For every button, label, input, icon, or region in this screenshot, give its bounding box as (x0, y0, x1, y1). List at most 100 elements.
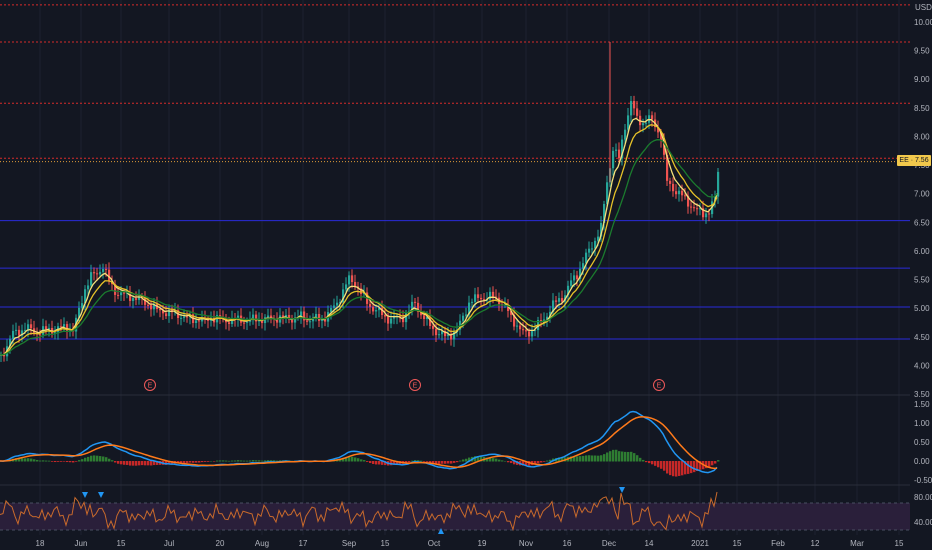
candle-body (354, 282, 357, 287)
rsi-pane (0, 487, 910, 534)
macd-histogram-bar (183, 461, 186, 464)
time-tick: 12 (811, 539, 820, 548)
candle-body (237, 315, 240, 320)
candle-body (531, 331, 534, 337)
candle-body (378, 307, 381, 311)
macd-histogram-bar (417, 460, 420, 462)
macd-histogram-bar (66, 461, 69, 463)
candle-body (348, 275, 351, 285)
candle-body (627, 115, 630, 130)
macd-histogram-bar (660, 461, 663, 469)
candle-body (633, 101, 636, 109)
macd-histogram-bar (441, 461, 444, 464)
macd-histogram-bar (339, 458, 342, 462)
macd-histogram-bar (447, 461, 450, 464)
macd-histogram-bar (453, 461, 456, 463)
price-axis[interactable]: 10.009.509.008.508.007.507.006.506.005.5… (914, 18, 932, 527)
macd-histogram-bar (579, 456, 582, 462)
earnings-marker[interactable] (409, 379, 421, 391)
macd-histogram-bar (132, 461, 135, 466)
candle-body (96, 273, 99, 275)
candle-body (81, 303, 84, 308)
macd-histogram-bar (144, 461, 147, 466)
time-tick: 17 (299, 539, 308, 548)
macd-histogram-bar (129, 461, 132, 466)
candle-body (459, 320, 462, 330)
candle-body (426, 316, 429, 320)
macd-histogram-bar (510, 461, 513, 464)
time-axis[interactable]: 18 Jun 15 Jul 20 Aug 17 Sep 15 Oct 19 Nov 16 Dec 14 202… (36, 539, 904, 548)
time-tick: Dec (602, 539, 616, 548)
macd-histogram-bar (588, 455, 591, 462)
macd-histogram-bar (456, 461, 459, 463)
macd-histogram-bar (639, 457, 642, 462)
macd-histogram-bar (150, 461, 153, 466)
candle-body (591, 248, 594, 250)
macd-tick: -0.50 (914, 476, 932, 485)
ema-line (0, 139, 718, 356)
candle-body (687, 195, 690, 207)
macd-histogram-bar (585, 455, 588, 462)
macd-histogram-bar (423, 461, 426, 462)
candle-body (390, 318, 393, 324)
macd-histogram-bar (42, 460, 45, 462)
candle-body (414, 301, 417, 303)
macd-histogram-bar (156, 461, 159, 465)
macd-histogram-bar (699, 461, 702, 470)
macd-histogram-bar (558, 457, 561, 462)
candle-body (9, 338, 12, 347)
macd-histogram-bar (216, 460, 219, 462)
macd-histogram-bar (477, 456, 480, 462)
earnings-marker[interactable] (653, 379, 665, 391)
macd-histogram-bar (426, 461, 429, 462)
macd-histogram-bar (549, 459, 552, 462)
macd-histogram-bar (372, 461, 375, 464)
macd-histogram-bar (63, 461, 66, 462)
candle-body (519, 325, 522, 330)
macd-pane (0, 410, 720, 477)
candle-body (66, 324, 69, 332)
macd-histogram-bar (627, 451, 630, 462)
macd-histogram-bar (603, 454, 606, 462)
candle-body (294, 317, 297, 323)
candle-body (246, 321, 249, 323)
candle-body (636, 108, 639, 116)
macd-histogram-bar (48, 460, 51, 462)
candle-body (150, 305, 153, 310)
earnings-marker-label: E (148, 383, 153, 390)
macd-histogram-bar (204, 461, 207, 462)
candle-body (663, 140, 666, 155)
candle-body (642, 123, 645, 126)
macd-histogram-bar (432, 461, 435, 464)
candle-body (375, 310, 378, 312)
macd-histogram-bar (93, 455, 96, 462)
macd-histogram-bar (669, 461, 672, 476)
macd-histogram-bar (657, 461, 660, 468)
candle-body (570, 280, 573, 286)
candle-body (594, 240, 597, 249)
candle-body (492, 291, 495, 297)
macd-histogram-bar (576, 456, 579, 462)
candle-body (3, 354, 6, 357)
price-tick: 8.50 (914, 104, 930, 113)
macd-histogram-bar (27, 458, 30, 462)
macd-histogram-bar (81, 459, 84, 462)
candle-body (270, 315, 273, 319)
candle-body (576, 275, 579, 279)
time-tick: Nov (519, 539, 533, 548)
candle-body (228, 322, 231, 325)
candle-body (369, 303, 372, 307)
macd-histogram-bar (624, 451, 627, 462)
time-tick: Oct (428, 539, 441, 548)
time-tick: Feb (771, 539, 785, 548)
macd-histogram-bar (648, 461, 651, 464)
earnings-marker[interactable] (144, 379, 156, 391)
price-tick: 8.00 (914, 132, 930, 141)
macd-histogram-bar (84, 457, 87, 462)
macd-histogram-bar (366, 461, 369, 462)
macd-histogram-bar (711, 461, 714, 466)
candle-body (264, 317, 267, 324)
macd-histogram-bar (498, 459, 501, 462)
